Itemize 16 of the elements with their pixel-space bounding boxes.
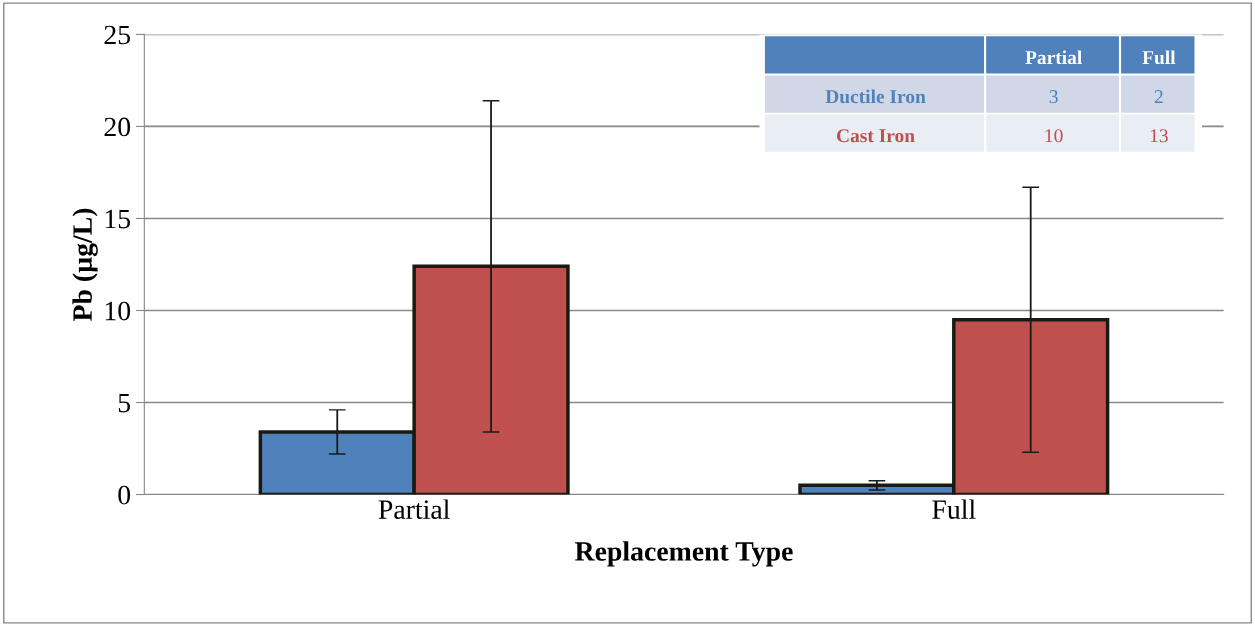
text: Cast Iron — [836, 129, 915, 143]
y-tick-label: 5 — [118, 393, 131, 413]
text: Ductile Iron — [825, 89, 926, 104]
y-tick-label: 20 — [104, 117, 131, 137]
y-tick-label: 25 — [104, 25, 131, 45]
category-label: Full — [1142, 50, 1176, 65]
x-axis-title: Replacement Type — [575, 541, 793, 567]
y-axis-title: Pb (µg/L) — [72, 208, 98, 322]
y-tick-label: 15 — [105, 209, 131, 229]
annotation: 13 — [1150, 129, 1168, 143]
annotation: 2 — [1154, 90, 1163, 103]
category-label: Partial — [1025, 50, 1082, 65]
annotation: 3 — [1049, 90, 1058, 104]
annotation: 10 — [1045, 129, 1063, 143]
y-tick-label: 10 — [105, 301, 131, 321]
y-tick-label: 0 — [118, 485, 131, 505]
